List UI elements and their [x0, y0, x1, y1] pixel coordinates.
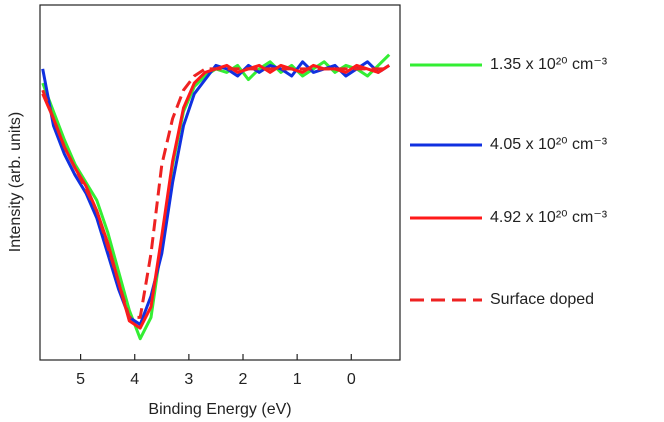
x-tick-label: 4: [130, 371, 139, 388]
series-line: [41, 67, 390, 319]
x-tick-label: 2: [239, 371, 248, 388]
x-tick-label: 0: [347, 371, 356, 388]
legend-label: 4.05 x 10²⁰ cm⁻³: [490, 136, 608, 153]
series-line: [41, 53, 391, 341]
x-tick-label: 5: [76, 371, 85, 388]
x-tick-label: 3: [184, 371, 193, 388]
y-axis-label: Intensity (arb. units): [7, 112, 24, 253]
x-tick-label: 1: [293, 371, 302, 388]
legend-label: 1.35 x 10²⁰ cm⁻³: [490, 56, 608, 73]
legend-label: 4.92 x 10²⁰ cm⁻³: [490, 209, 608, 226]
plot-frame: [39, 4, 401, 361]
x-axis-label: Binding Energy (eV): [148, 401, 291, 418]
legend-label: Surface doped: [490, 291, 594, 308]
series-line: [41, 60, 391, 326]
